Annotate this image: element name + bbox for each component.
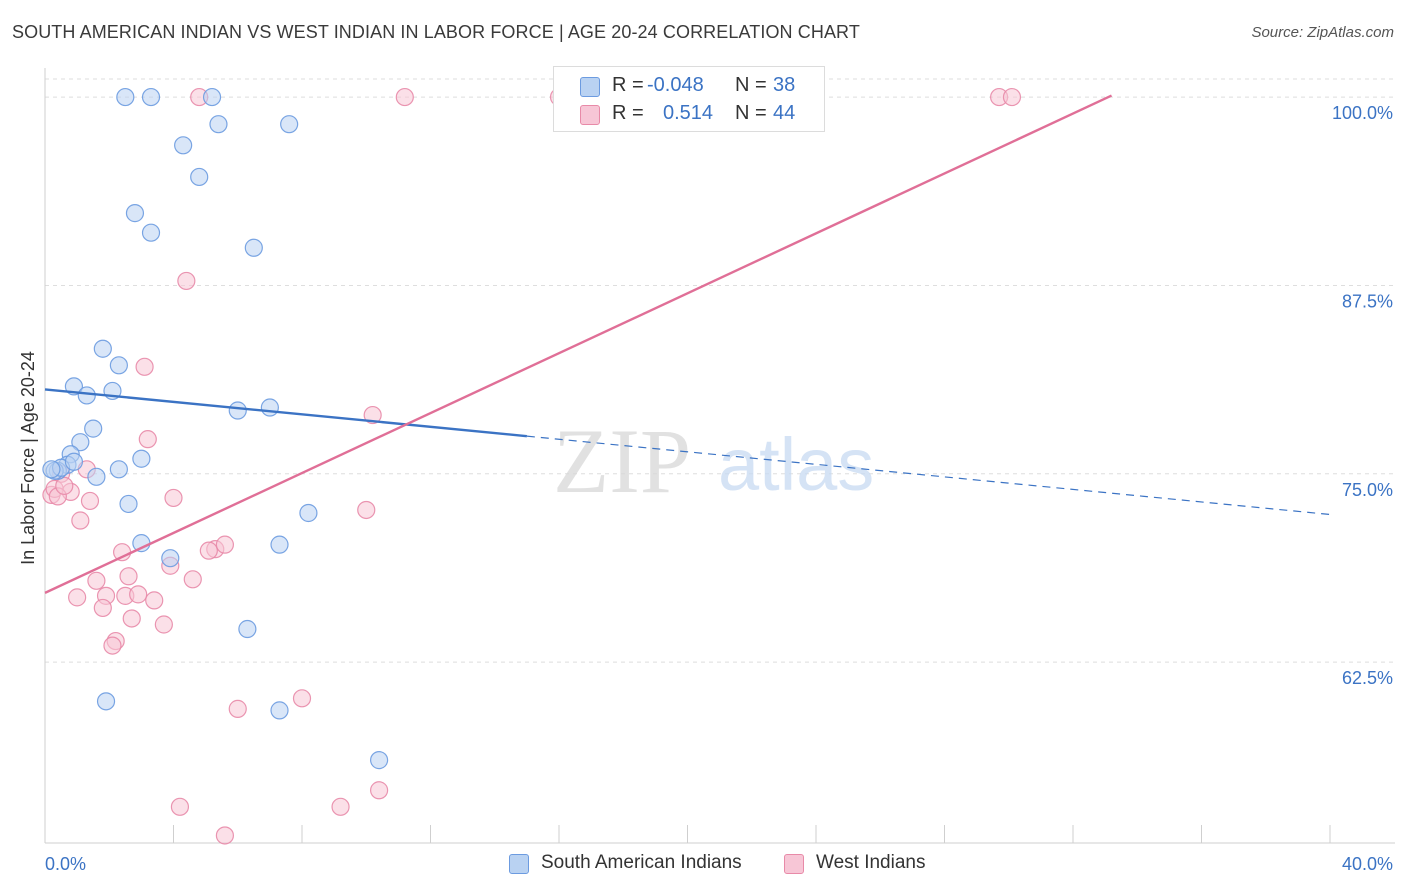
legend-r-label: R = <box>612 74 644 96</box>
legend-r-label: R = <box>612 102 644 124</box>
west-indian-point <box>363 405 382 425</box>
legend-n-label: N = <box>735 102 767 124</box>
west-indian-point <box>80 491 100 511</box>
west-indian-point <box>215 826 234 845</box>
y-tick-label: 87.5% <box>1342 291 1393 311</box>
west-indian-point <box>129 585 148 604</box>
chart-title: SOUTH AMERICAN INDIAN VS WEST INDIAN IN … <box>12 22 860 42</box>
south-american-point <box>132 449 151 468</box>
x-tick-label: 0.0% <box>45 854 86 874</box>
gridlines <box>45 78 1395 663</box>
south-american-point <box>174 136 193 155</box>
data-points <box>42 87 1022 845</box>
west-indian-point <box>331 797 350 816</box>
legend-r-value: -0.048 <box>647 74 704 96</box>
south-american-point <box>93 339 112 358</box>
west-indian-point <box>103 636 122 655</box>
west-indian-point <box>1002 87 1022 107</box>
west-indian-point <box>154 615 173 634</box>
south-american-point <box>202 87 222 107</box>
legend-swatch-south-american <box>580 77 600 97</box>
west-indian-point <box>164 488 183 508</box>
south-american-point <box>96 692 116 711</box>
y-tick-label: 75.0% <box>1342 480 1393 500</box>
south-american-point <box>87 467 106 486</box>
west-indian-point <box>170 797 190 816</box>
y-tick-label: 62.5% <box>1342 668 1393 688</box>
y-tick-label: 100.0% <box>1332 103 1393 123</box>
south-american-trend-extension <box>526 435 1331 516</box>
south-american-trend-line <box>44 388 527 438</box>
south-american-point <box>190 167 209 187</box>
axes <box>44 68 1395 844</box>
legend-n-value: 44 <box>773 102 796 124</box>
west-indian-point <box>119 567 138 586</box>
west-indian-point <box>199 541 218 560</box>
south-american-point <box>270 701 289 720</box>
south-american-point <box>141 223 161 242</box>
south-american-point <box>125 204 145 223</box>
south-american-point <box>109 356 128 375</box>
west-indian-trend-line <box>44 94 1113 594</box>
bottom-legend-label-west-indian: West Indians <box>816 852 926 873</box>
west-indian-point <box>292 689 312 708</box>
legend-row-west-indian: R = 0.514 N = 44 <box>554 102 824 128</box>
south-american-point <box>116 87 135 107</box>
legend-n-value: 38 <box>773 74 796 96</box>
bottom-legend-swatch-south-american <box>509 854 529 874</box>
watermark-atlas: atlas <box>718 423 874 506</box>
west-indian-point <box>122 609 141 628</box>
trend-lines <box>44 94 1331 594</box>
correlation-legend: R = -0.048 N = 38 R = 0.514 N = 44 <box>553 66 825 132</box>
x-tick-label: 40.0% <box>1342 854 1393 874</box>
bottom-legend-label-south-american: South American Indians <box>541 852 742 873</box>
south-american-point <box>270 535 289 554</box>
west-indian-point <box>370 781 389 800</box>
legend-row-south-american: R = -0.048 N = 38 <box>554 74 824 100</box>
west-indian-point <box>395 87 414 107</box>
south-american-point <box>299 503 318 523</box>
south-american-point <box>71 433 90 452</box>
west-indian-point <box>87 571 106 590</box>
west-indian-point <box>228 699 247 718</box>
south-american-point <box>64 452 84 471</box>
south-american-point <box>260 398 279 417</box>
south-american-point <box>238 619 257 639</box>
west-indian-point <box>138 430 157 449</box>
legend-swatch-west-indian <box>580 105 600 125</box>
south-american-point <box>280 115 299 134</box>
west-indian-point <box>177 271 196 291</box>
south-american-point <box>370 751 389 770</box>
south-american-point <box>109 460 128 479</box>
west-indian-point <box>183 570 202 589</box>
y-axis-label: In Labor Force | Age 20-24 <box>18 351 38 565</box>
west-indian-point <box>68 588 87 607</box>
south-american-point <box>161 549 180 568</box>
west-indian-point <box>145 591 164 610</box>
legend-r-value: 0.514 <box>663 102 714 124</box>
west-indian-point <box>55 476 74 495</box>
south-american-point <box>141 87 161 107</box>
south-american-point <box>84 419 103 438</box>
south-american-point <box>228 401 247 420</box>
west-indian-point <box>93 598 112 618</box>
source-credit: Source: ZipAtlas.com <box>1251 24 1394 41</box>
legend-n-label: N = <box>735 74 767 96</box>
south-american-point <box>209 115 228 134</box>
watermark-zip: ZIP <box>553 410 691 512</box>
south-american-point <box>244 238 263 257</box>
west-indian-point <box>71 511 90 530</box>
south-american-point <box>77 386 96 405</box>
west-indian-point <box>215 535 234 554</box>
bottom-legend-swatch-west-indian <box>784 854 804 874</box>
west-indian-point <box>357 500 376 520</box>
west-indian-point <box>135 357 154 376</box>
south-american-point <box>42 460 61 479</box>
south-american-point <box>119 494 138 514</box>
axis-labels: 62.5% 75.0% 87.5% 100.0% 0.0% 40.0% In Labor F… <box>18 103 1393 874</box>
